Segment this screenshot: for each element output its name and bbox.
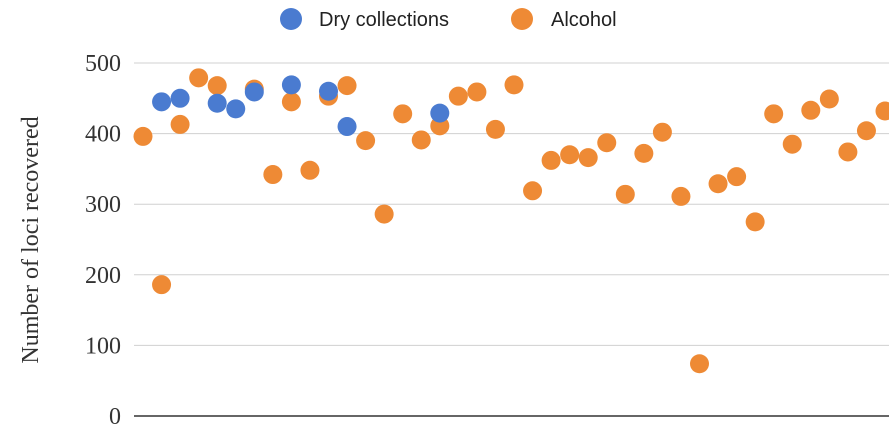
point-alcohol-20 [523,181,543,201]
y-tick-labels: 0 100 200 300 400 500 [85,51,121,427]
point-dry-5 [281,75,301,95]
point-alcohol-23 [578,148,598,168]
point-dry-7 [337,117,357,137]
point-alcohol-30 [708,174,728,194]
point-alcohol-12 [374,204,394,224]
point-alcohol-22 [560,145,580,165]
point-alcohol-32 [745,212,765,232]
point-alcohol-8 [300,160,320,180]
point-alcohol-11 [356,131,376,151]
point-alcohol-33 [764,104,784,124]
point-alcohol-14 [411,130,431,150]
point-alcohol-25 [615,184,635,204]
point-alcohol-17 [467,82,487,102]
point-alcohol-6 [263,165,283,185]
point-alcohol-35 [801,100,821,120]
point-alcohol-38 [856,121,876,141]
y-axis-title: Number of loci recovered [18,116,44,363]
point-alcohol-24 [597,133,617,153]
point-dry-0 [152,92,172,112]
point-alcohol-34 [782,134,802,154]
point-dry-3 [226,99,246,119]
legend-label-dry: Dry collections [319,9,449,31]
y-tick-label-0: 0 [109,404,121,427]
point-dry-8 [430,103,450,123]
point-alcohol-2 [170,114,190,134]
point-alcohol-10 [337,76,357,96]
point-alcohol-36 [819,89,839,109]
point-alcohol-1 [152,275,172,295]
legend-marker-alcohol [511,8,533,30]
y-tick-label-300: 300 [85,192,121,218]
point-alcohol-13 [393,104,413,124]
y-tick-label-400: 400 [85,122,121,148]
legend-marker-dry [280,8,302,30]
point-dry-6 [319,81,338,101]
point-dry-2 [207,93,227,113]
point-alcohol-28 [671,186,691,206]
point-alcohol-26 [634,143,654,163]
data-points [133,68,889,374]
gridlines [134,62,889,417]
point-alcohol-21 [541,150,561,170]
point-alcohol-3 [189,68,209,88]
point-alcohol-27 [652,122,672,142]
point-alcohol-37 [838,142,858,162]
point-alcohol-18 [485,119,505,139]
point-alcohol-29 [690,354,709,374]
point-dry-4 [244,82,264,102]
legend-label-alcohol: Alcohol [551,9,617,31]
y-tick-label-100: 100 [85,333,121,359]
point-alcohol-0 [133,126,153,146]
point-dry-1 [170,88,190,108]
point-alcohol-19 [504,75,524,95]
y-tick-label-500: 500 [85,51,121,77]
legend: Dry collections Alcohol [280,8,617,31]
point-alcohol-16 [448,86,468,106]
y-tick-label-200: 200 [85,263,121,289]
point-alcohol-4 [207,76,227,96]
point-alcohol-39 [875,101,889,121]
point-alcohol-7 [281,92,301,112]
point-alcohol-31 [727,167,747,187]
